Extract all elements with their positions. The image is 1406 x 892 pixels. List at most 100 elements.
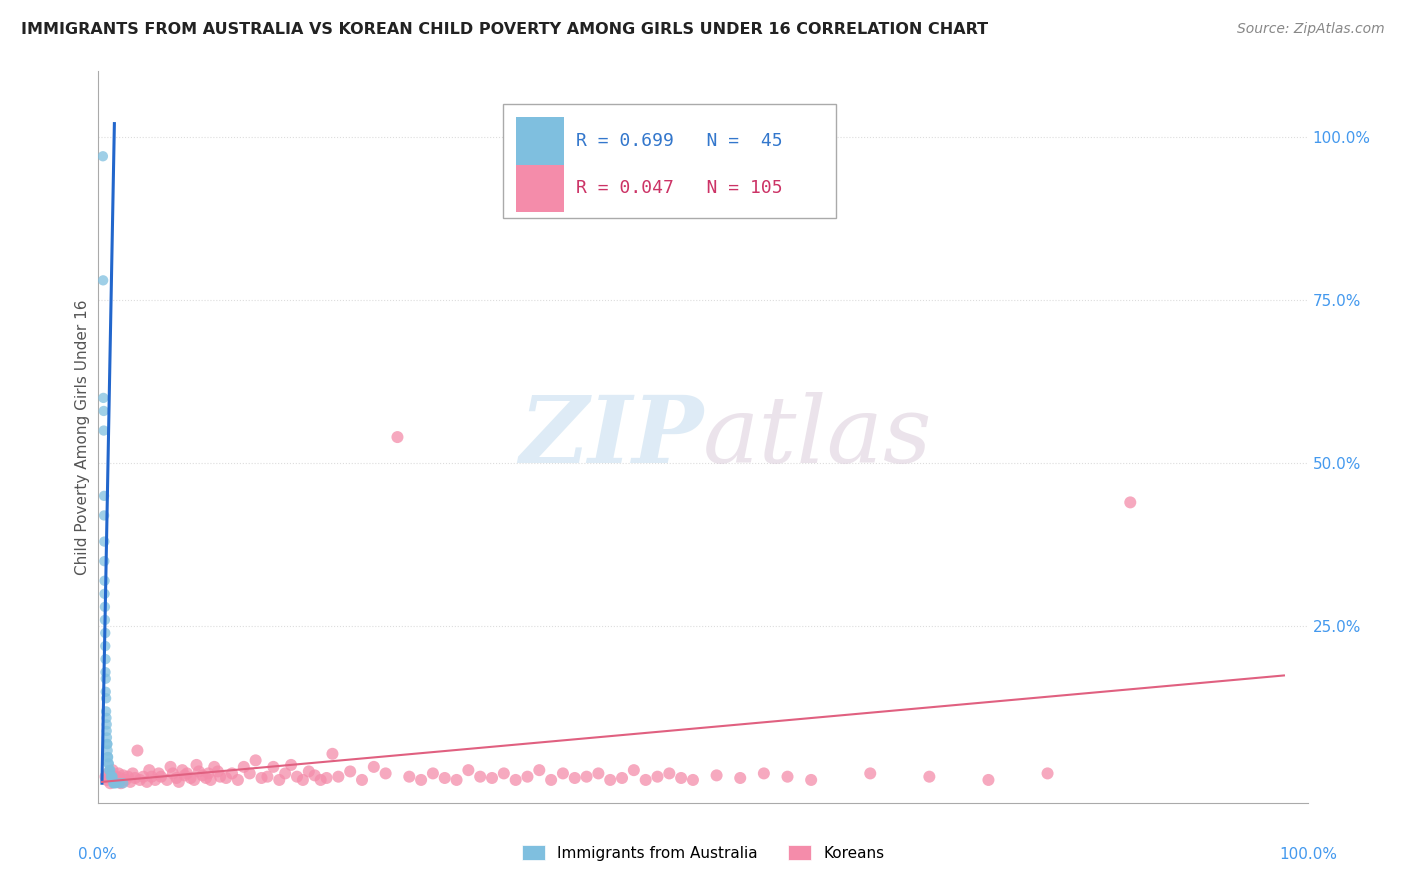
Point: [93, 574, 115, 588]
Point: [91, 273, 114, 287]
Point: [98, 763, 121, 777]
Point: [121, 766, 143, 780]
Point: [100, 770, 122, 784]
Text: atlas: atlas: [703, 392, 932, 482]
Point: [176, 766, 198, 780]
Point: [114, 772, 136, 787]
Point: [97, 750, 120, 764]
FancyBboxPatch shape: [516, 165, 564, 212]
Text: 0.0%: 0.0%: [77, 847, 117, 862]
Point: [682, 772, 704, 787]
Point: [117, 770, 139, 784]
Point: [103, 776, 125, 790]
Point: [127, 743, 149, 757]
Point: [291, 772, 314, 787]
Point: [446, 772, 468, 787]
Point: [647, 770, 669, 784]
Point: [575, 770, 598, 784]
Point: [304, 768, 326, 782]
Point: [239, 766, 262, 780]
Point: [101, 763, 124, 777]
Point: [186, 758, 208, 772]
Point: [374, 766, 396, 780]
Text: IMMIGRANTS FROM AUSTRALIA VS KOREAN CHILD POVERTY AMONG GIRLS UNDER 16 CORRELATI: IMMIGRANTS FROM AUSTRALIA VS KOREAN CHIL…: [21, 22, 988, 37]
Point: [481, 771, 503, 785]
Point: [96, 711, 118, 725]
Y-axis label: Child Poverty Among Girls Under 16: Child Poverty Among Girls Under 16: [75, 300, 90, 574]
Point: [97, 743, 120, 757]
Point: [658, 766, 681, 780]
Point: [173, 768, 195, 782]
Point: [98, 771, 121, 785]
Text: ZIP: ZIP: [519, 392, 703, 482]
Text: R = 0.047   N = 105: R = 0.047 N = 105: [576, 179, 783, 197]
Point: [94, 665, 117, 680]
Point: [165, 771, 187, 785]
Point: [120, 775, 142, 789]
Point: [187, 764, 209, 779]
Point: [800, 772, 823, 787]
Point: [540, 772, 562, 787]
Point: [159, 760, 181, 774]
Point: [93, 424, 115, 438]
Point: [1119, 495, 1142, 509]
Point: [143, 772, 166, 787]
Point: [202, 760, 225, 774]
Point: [457, 763, 479, 777]
Point: [94, 691, 117, 706]
Point: [411, 772, 433, 787]
Point: [505, 772, 527, 787]
Point: [101, 770, 124, 784]
Point: [97, 756, 120, 771]
Point: [551, 766, 574, 780]
Point: [94, 639, 117, 653]
Point: [298, 764, 321, 779]
FancyBboxPatch shape: [503, 104, 837, 218]
Point: [105, 776, 128, 790]
Point: [94, 770, 117, 784]
Point: [195, 771, 218, 785]
Point: [274, 766, 297, 780]
Point: [339, 764, 361, 779]
Point: [138, 763, 160, 777]
Point: [433, 771, 456, 785]
Point: [207, 764, 229, 779]
Point: [309, 772, 332, 787]
Point: [150, 770, 173, 784]
Point: [256, 770, 278, 784]
Point: [669, 771, 692, 785]
Point: [94, 613, 117, 627]
Point: [221, 766, 243, 780]
Point: [93, 534, 115, 549]
Point: [350, 772, 373, 787]
Point: [97, 756, 120, 771]
Point: [94, 705, 117, 719]
Point: [103, 776, 125, 790]
Point: [94, 672, 117, 686]
Point: [112, 768, 135, 782]
Point: [96, 772, 118, 787]
Point: [492, 766, 515, 780]
Point: [269, 772, 291, 787]
Point: [94, 599, 117, 614]
Point: [98, 776, 121, 790]
Point: [209, 770, 232, 784]
Point: [859, 766, 882, 780]
Point: [706, 768, 728, 782]
Point: [105, 770, 128, 784]
Point: [328, 770, 350, 784]
Point: [197, 766, 219, 780]
Point: [96, 731, 118, 745]
Point: [105, 775, 128, 789]
Point: [98, 763, 121, 777]
Point: [262, 760, 284, 774]
Point: [470, 770, 492, 784]
Point: [398, 770, 420, 784]
FancyBboxPatch shape: [516, 117, 564, 165]
Point: [110, 776, 132, 790]
Point: [1036, 766, 1059, 780]
Point: [321, 747, 343, 761]
Point: [93, 391, 115, 405]
Point: [124, 771, 146, 785]
Point: [564, 771, 586, 785]
